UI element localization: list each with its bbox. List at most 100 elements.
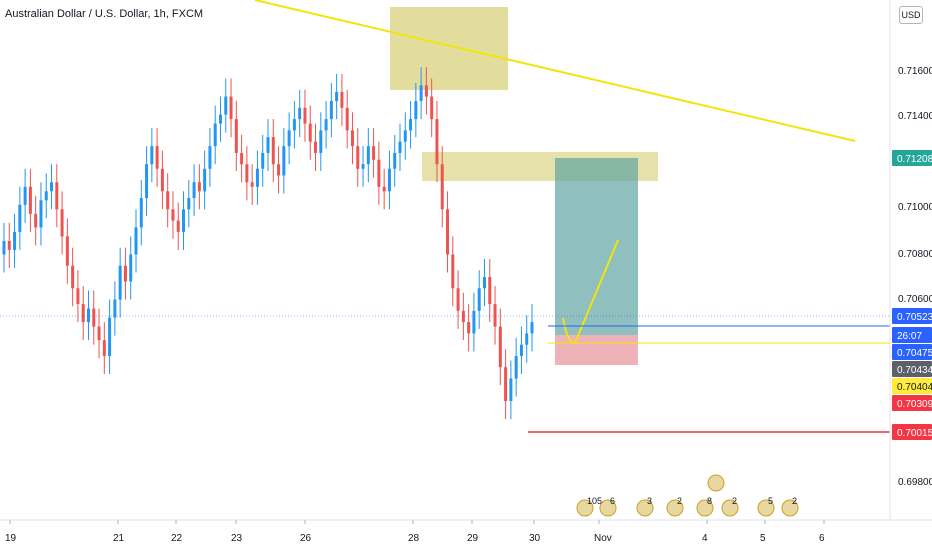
economic-event-flag[interactable] [636,499,654,517]
candle-body [377,159,381,187]
candle-body [319,130,323,153]
candle-body [213,123,217,147]
time-tick-label: 26 [300,533,312,544]
candle-body [430,96,434,120]
price-badge-label: 0.70523 [897,312,932,323]
candle-body [361,164,365,169]
candle-body [171,209,175,221]
time-tick-label: 21 [113,533,125,544]
candle-body [525,333,529,345]
candle-body [81,304,85,323]
currency-toggle-button[interactable]: USD [899,6,923,24]
economic-event-count: 2 [677,496,682,506]
candle-body [287,130,291,147]
candle-body [345,107,349,131]
candle-body [55,182,59,210]
candle-body [472,310,476,334]
economic-event-flag[interactable] [696,499,714,517]
price-badge [892,395,932,411]
candle-body [71,265,75,289]
candle-body [382,186,386,192]
candle-body [509,378,513,402]
candle-body [203,168,207,192]
economic-event-flag[interactable] [599,499,617,517]
candle-body [314,141,318,153]
candle-body [350,130,354,147]
candle-body [134,227,138,255]
stop-zone [555,335,638,365]
economic-event-flag[interactable] [576,499,594,517]
candle-body [477,288,481,311]
price-tick-label: 0.70800 [898,249,932,260]
economic-event-flag[interactable] [666,499,684,517]
candle-body [118,265,122,300]
price-tick-label: 0.71400 [898,111,932,122]
candle-body [7,240,11,250]
economic-event-flag[interactable] [781,499,799,517]
candle-body [298,107,302,120]
candle-body [197,182,201,192]
time-tick-label: 30 [529,533,541,544]
candle-body [2,240,6,255]
candle-body [329,101,333,120]
candle-body [414,101,418,120]
economic-event-flag[interactable] [757,499,775,517]
candle-body [139,198,143,228]
candle-body [176,220,180,232]
time-tick-label: 19 [5,533,17,544]
candle-body [266,137,270,153]
price-badge-label: 26:07 [897,331,922,342]
candle-body [461,310,465,323]
economic-event-count: 6 [610,496,615,506]
price-badge [892,150,932,166]
candle-body [129,254,133,282]
time-tick-label: 23 [231,533,243,544]
price-tick-label: 0.70600 [898,294,932,305]
candle-body [50,182,54,192]
price-badge [892,378,932,394]
candle-body [261,152,265,169]
candle-body [208,146,212,169]
supply-zone-top [390,7,508,90]
time-tick-label: 22 [171,533,183,544]
candle-body [409,119,413,131]
candle-body [150,146,154,165]
price-badge-label: 0.70475 [897,348,932,359]
candle-body [482,277,486,289]
economic-event-count: 3 [647,496,652,506]
price-tick-label: 0.71000 [898,202,932,213]
candle-body [39,200,43,228]
price-tick-label: 0.69800 [898,477,932,488]
price-badge [892,361,932,377]
time-tick-label: Nov [594,533,612,544]
candle-body [123,265,127,282]
price-badge-label: 0.71208 [897,154,932,165]
economic-event-count: 2 [732,496,737,506]
candle-body [398,141,402,153]
price-badge [892,308,932,324]
candle-body [519,344,523,356]
candle-body [366,146,370,165]
candle-body [145,164,149,199]
economic-event-flag[interactable] [707,474,725,492]
candle-body [277,164,281,176]
candle-body [192,182,196,199]
candle-body [498,326,502,368]
candle-body [60,209,64,237]
candle-body [514,355,518,379]
candle-body [504,367,508,402]
candle-body [108,317,112,356]
candle-body [456,288,460,311]
candle-body [435,119,439,165]
candle-body [530,322,534,334]
economic-event-flag[interactable] [721,499,739,517]
target-zone [555,158,638,335]
candle-body [92,308,96,327]
trendline[interactable] [254,0,856,142]
candle-body [250,182,254,187]
candle-body [229,96,233,120]
price-badge [892,424,932,440]
